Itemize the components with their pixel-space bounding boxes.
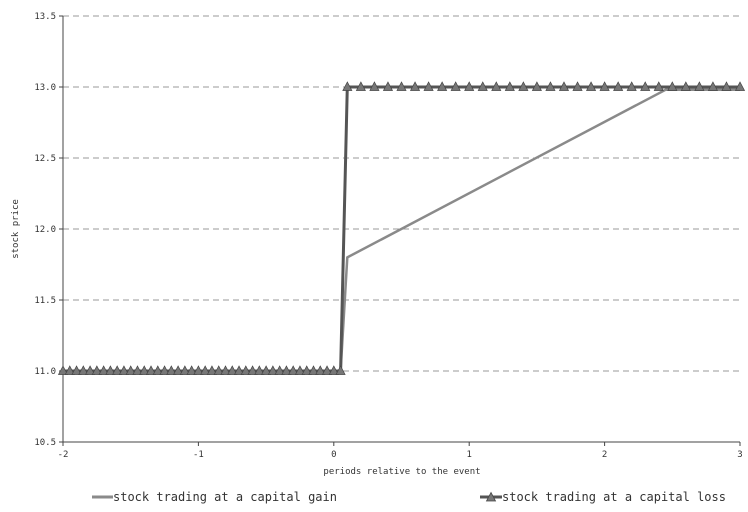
data-point-marker [166, 365, 177, 375]
series-markers [57, 81, 746, 375]
data-point-marker [335, 365, 346, 375]
y-tick-label: 11.5 [34, 296, 56, 306]
x-tick-label: 1 [466, 450, 471, 460]
y-tick-labels: 10.5 11.0 11.5 12.0 12.5 13.0 13.5 [34, 12, 63, 448]
data-point-marker [179, 365, 190, 375]
data-point-marker [200, 365, 211, 375]
data-point-marker [734, 81, 746, 91]
data-point-marker [640, 81, 651, 91]
data-point-marker [369, 81, 380, 91]
x-axis-label: periods relative to the event [323, 467, 480, 477]
x-tick-labels: -2 -1 0 1 2 3 [58, 442, 743, 460]
y-tick-label: 11.0 [34, 367, 56, 377]
data-point-marker [57, 365, 69, 375]
data-point-marker [599, 81, 610, 91]
x-tick-label: 0 [331, 450, 336, 460]
data-point-marker [220, 365, 231, 375]
data-point-marker [240, 365, 251, 375]
x-tick-label: -2 [58, 450, 69, 460]
data-point-marker [477, 81, 488, 91]
data-point-marker [159, 365, 170, 375]
data-point-marker [105, 365, 116, 375]
legend-item-capital-gain: stock trading at a capital gain [92, 490, 337, 504]
data-point-marker [667, 81, 678, 91]
data-point-marker [145, 365, 157, 375]
data-point-marker [78, 365, 89, 375]
data-point-marker [626, 81, 637, 91]
data-point-marker [294, 365, 306, 375]
data-point-marker [206, 365, 218, 375]
data-point-marker [64, 365, 75, 375]
x-tick-label: -1 [193, 450, 204, 460]
data-point-marker [91, 365, 102, 375]
data-point-marker [84, 365, 96, 375]
x-tick-label: 3 [737, 450, 742, 460]
legend-item-capital-loss: stock trading at a capital loss [480, 490, 726, 504]
data-point-marker [464, 81, 475, 91]
data-point-marker [274, 365, 285, 375]
y-tick-label: 13.0 [34, 83, 56, 93]
data-point-marker [308, 365, 319, 375]
data-point-marker [139, 365, 150, 375]
data-point-marker [504, 81, 515, 91]
data-point-marker [450, 81, 461, 91]
y-tick-label: 12.0 [34, 225, 56, 235]
data-point-marker [423, 81, 434, 91]
data-point-marker [491, 81, 502, 91]
data-point-marker [545, 81, 556, 91]
legend-label-capital-gain: stock trading at a capital gain [113, 490, 337, 504]
data-point-marker [342, 81, 353, 91]
series-line-0 [63, 88, 740, 373]
data-point-marker [694, 81, 705, 91]
data-point-marker [653, 81, 664, 91]
data-point-marker [355, 81, 366, 91]
y-tick-label: 12.5 [34, 154, 56, 164]
data-point-marker [315, 365, 326, 375]
y-tick-label: 10.5 [34, 438, 56, 448]
y-axis-label: stock price [11, 199, 21, 259]
data-point-marker [721, 81, 732, 91]
data-point-marker [227, 365, 238, 375]
data-point-marker [518, 81, 529, 91]
data-point-marker [558, 81, 570, 91]
data-point-marker [281, 365, 292, 375]
gridlines [63, 15, 740, 372]
data-point-marker [152, 365, 163, 375]
legend-triangle-marker-icon [485, 491, 497, 502]
legend: stock trading at a capital gain stock tr… [92, 490, 726, 504]
data-point-marker [118, 365, 130, 375]
data-point-marker [572, 81, 583, 91]
data-point-marker [396, 81, 407, 91]
data-point-marker [213, 365, 224, 375]
data-point-marker [173, 365, 184, 375]
data-point-marker [193, 365, 204, 375]
data-point-marker [125, 365, 136, 375]
data-point-marker [680, 81, 691, 91]
data-point-marker [288, 365, 299, 375]
data-point-marker [437, 81, 448, 91]
data-point-marker [321, 365, 333, 375]
legend-label-capital-loss: stock trading at a capital loss [502, 490, 726, 504]
data-point-marker [112, 365, 123, 375]
data-point-marker [254, 365, 265, 375]
data-point-marker [328, 365, 339, 375]
data-point-marker [613, 81, 624, 91]
data-point-marker [186, 365, 197, 375]
data-point-marker [409, 81, 421, 91]
data-point-marker [233, 365, 245, 375]
data-point-marker [382, 81, 394, 91]
data-point-marker [707, 81, 719, 91]
data-point-marker [132, 365, 143, 375]
data-point-marker [98, 365, 109, 375]
data-point-marker [261, 365, 272, 375]
data-point-marker [585, 81, 597, 91]
x-tick-label: 2 [602, 450, 607, 460]
data-point-marker [247, 365, 258, 375]
data-point-marker [71, 365, 82, 375]
data-point-marker [301, 365, 312, 375]
data-point-marker [531, 81, 542, 91]
y-tick-label: 13.5 [34, 12, 56, 22]
data-point-marker [267, 365, 278, 375]
